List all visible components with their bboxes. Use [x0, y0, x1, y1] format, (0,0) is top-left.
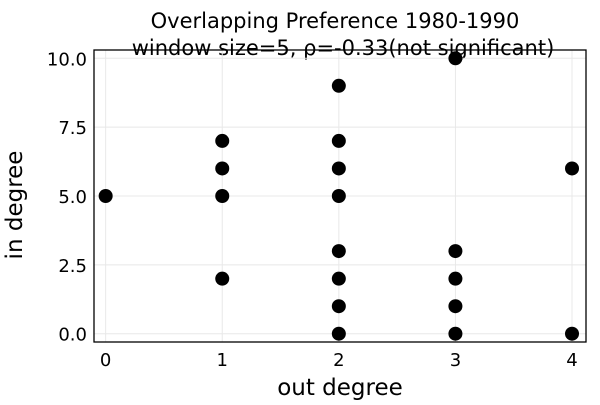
data-point [448, 271, 463, 286]
data-point [565, 326, 580, 341]
data-points [98, 51, 580, 341]
data-point [331, 326, 346, 341]
data-point [448, 51, 463, 66]
data-point [565, 161, 580, 176]
data-point [331, 161, 346, 176]
y-tick-label: 2.5 [58, 256, 87, 277]
data-point [331, 189, 346, 203]
y-tick-label: 7.5 [58, 118, 87, 139]
x-tick-label: 2 [333, 350, 344, 371]
x-tick-labels: 0 1 2 3 4 [100, 350, 578, 371]
y-axis-label: in degree [2, 151, 28, 260]
y-tick-labels: 0.0 2.5 5.0 7.5 10.0 [47, 49, 87, 345]
data-point [215, 161, 230, 176]
y-tick-label: 0.0 [58, 325, 87, 346]
y-tick-label: 10.0 [47, 49, 87, 70]
data-point [331, 133, 346, 148]
data-point [448, 244, 463, 259]
data-point [448, 299, 463, 314]
chart-title: Overlapping Preference 1980-1990 [151, 9, 520, 33]
plot-frame [93, 49, 587, 343]
data-point [215, 189, 230, 203]
data-point [448, 326, 463, 341]
chart-subtitle: window size=5, ρ=-0.33(not significant) [132, 36, 555, 60]
data-point [331, 271, 346, 286]
data-point [331, 78, 346, 93]
y-tick-label: 5.0 [58, 187, 87, 208]
data-point [215, 133, 230, 148]
data-point [98, 189, 113, 203]
x-tick-label: 3 [450, 350, 461, 371]
x-tick-label: 4 [566, 350, 577, 371]
x-axis-label: out degree [277, 375, 403, 400]
data-point [215, 271, 230, 286]
x-tick-label: 0 [100, 350, 111, 371]
data-point [331, 244, 346, 259]
x-tick-label: 1 [217, 350, 228, 371]
data-point [331, 299, 346, 314]
